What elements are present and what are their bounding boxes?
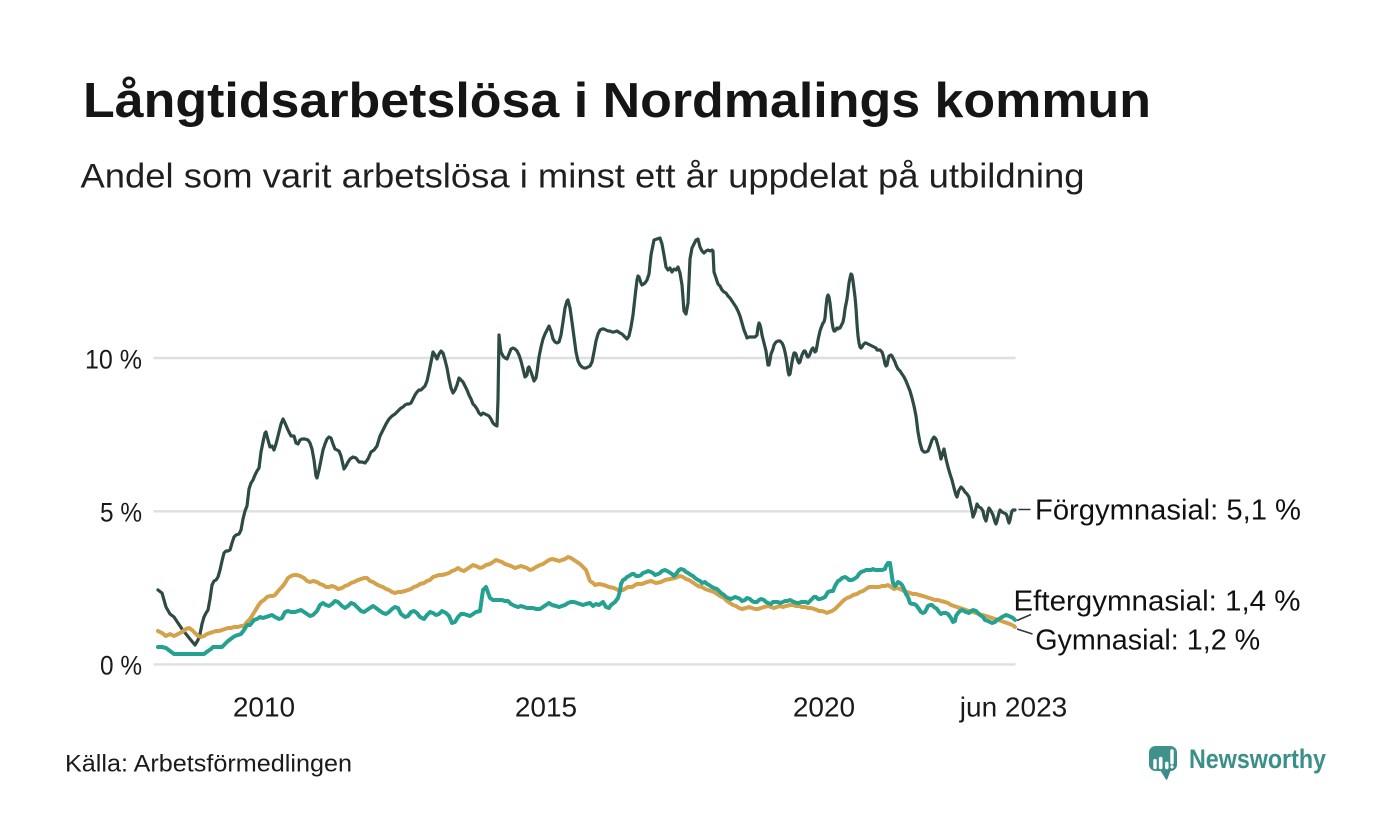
svg-text:Newsworthy: Newsworthy (1189, 744, 1326, 774)
svg-text:Långtidsarbetslösa i Nordmalin: Långtidsarbetslösa i Nordmalings kommun (83, 74, 1151, 128)
svg-text:jun 2023: jun 2023 (959, 692, 1067, 723)
svg-text:Eftergymnasial: 1,4 %: Eftergymnasial: 1,4 % (1014, 586, 1301, 618)
svg-text:0 %: 0 % (100, 651, 142, 681)
svg-text:Gymnasial: 1,2 %: Gymnasial: 1,2 % (1035, 625, 1260, 657)
svg-text:2015: 2015 (515, 692, 577, 723)
svg-text:2010: 2010 (233, 692, 295, 723)
svg-text:10 %: 10 % (85, 344, 142, 374)
svg-text:Andel som varit arbetslösa i m: Andel som varit arbetslösa i minst ett å… (81, 158, 1085, 196)
svg-text:2020: 2020 (793, 692, 855, 723)
svg-text:5 %: 5 % (100, 498, 142, 528)
svg-text:Källa: Arbetsförmedlingen: Källa: Arbetsförmedlingen (65, 751, 352, 778)
svg-text:Förgymnasial: 5,1 %: Förgymnasial: 5,1 % (1035, 495, 1301, 527)
